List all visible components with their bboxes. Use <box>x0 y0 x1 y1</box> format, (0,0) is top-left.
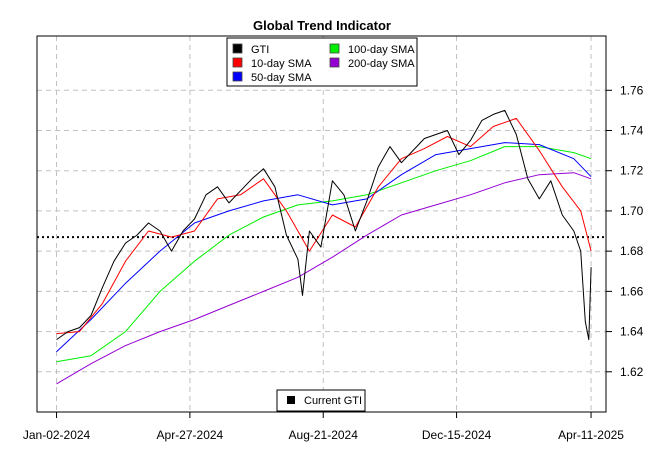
series-line-200-day-sma <box>56 172 592 385</box>
y-tick-label: 1.62 <box>620 365 644 379</box>
x-tick-label: Aug-21-2024 <box>289 428 359 442</box>
current-gti-legend-box <box>276 389 366 412</box>
legend-swatch <box>232 71 243 82</box>
series-line-10-day-sma <box>56 117 592 335</box>
current-gti-legend-swatch <box>287 396 295 404</box>
series-lines <box>56 109 592 385</box>
legend-label: 10-day SMA <box>251 58 312 70</box>
legend-label: GTI <box>251 44 269 56</box>
y-tick-label: 1.66 <box>620 284 644 298</box>
x-tick-label: Apr-27-2024 <box>157 428 224 442</box>
legend-box <box>226 37 418 87</box>
y-tick-label: 1.64 <box>620 325 644 339</box>
x-axis: Jan-02-2024 Apr-27-2024 Aug-21-2024 Dec-15-… <box>23 411 624 442</box>
series-line-100-day-sma <box>56 146 592 363</box>
legend-label: 200-day SMA <box>348 58 415 70</box>
current-gti-legend: Current GTI <box>276 389 366 412</box>
y-tick-label: 1.72 <box>620 164 644 178</box>
legend-label: 50-day SMA <box>251 72 312 84</box>
series-line-50-day-sma <box>56 142 592 353</box>
legend-label: 100-day SMA <box>348 44 415 56</box>
legend-swatch <box>329 43 340 54</box>
grid <box>37 36 606 412</box>
series-line-gti <box>56 109 592 341</box>
x-tick-label: Jan-02-2024 <box>23 428 91 442</box>
legend-swatch <box>232 43 243 54</box>
legend: GTI 10-day SMA 50-day SMA 100-day SMA 200-da… <box>226 37 418 87</box>
legend-swatch <box>329 57 340 68</box>
y-tick-label: 1.74 <box>620 124 644 138</box>
chart-title: Global Trend Indicator <box>253 18 391 33</box>
x-tick-label: Apr-11-2025 <box>558 428 624 442</box>
legend-swatch <box>232 57 243 68</box>
y-tick-label: 1.68 <box>620 244 644 258</box>
x-tick-label: Dec-15-2024 <box>422 428 492 442</box>
y-tick-label: 1.70 <box>620 204 644 218</box>
y-axis: 1.62 1.64 1.66 1.68 1.70 1.72 1.74 1.76 <box>605 83 644 379</box>
current-gti-legend-label: Current GTI <box>304 395 362 407</box>
y-tick-label: 1.76 <box>620 83 644 97</box>
